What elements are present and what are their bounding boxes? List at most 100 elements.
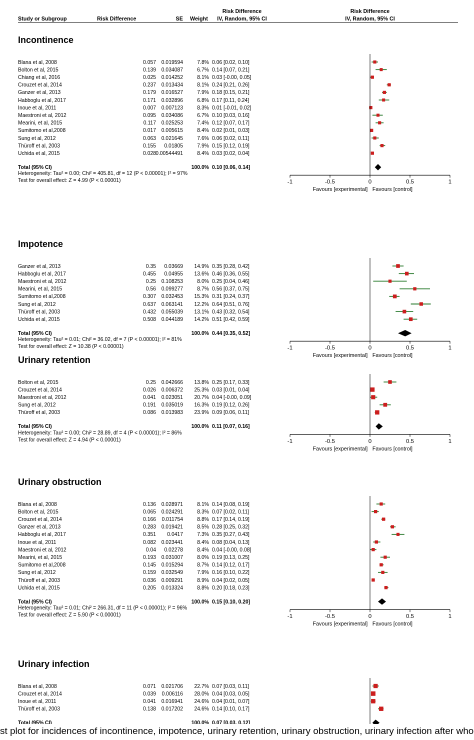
header-plot-top: Risk Difference <box>350 9 389 15</box>
group-3-study-se: 0.042666 <box>161 380 183 386</box>
group-2-point-marker <box>413 287 417 291</box>
group-1-study-weight: 8.1% <box>197 83 209 89</box>
group-4-study-rd: 0.065 <box>143 509 156 515</box>
group-4-study-se: 0.015294 <box>161 563 183 569</box>
group-4-study-se: 0.009291 <box>161 578 183 584</box>
group-1-study-ci: 0.18 [0.15, 0.21] <box>212 90 250 96</box>
group-5-study-weight: 24.6% <box>194 699 209 705</box>
group-1-total-weight: 100.0% <box>191 165 209 171</box>
group-1-heterogeneity: Heterogeneity: Tau² = 0.00; Chi² = 405.8… <box>18 171 188 177</box>
group-4-study-rd: 0.036 <box>143 578 156 584</box>
group-4-study-se: 0.028971 <box>161 502 183 508</box>
group-1-study-name: Chiang et al, 2016 <box>18 75 60 81</box>
group-4-study-name: Thüroff et al, 2003 <box>18 578 60 584</box>
group-1-study-weight: 7.9% <box>197 90 209 96</box>
group-1-study-ci: 0.03 [0.02, 0.04] <box>212 151 250 157</box>
group-2-study-ci: 0.56 [0.37, 0.75] <box>212 287 250 293</box>
group-4-total-diamond <box>378 598 386 605</box>
group-3-study-weight: 23.9% <box>194 410 209 416</box>
group-1-x-tick-label: 1 <box>448 180 451 186</box>
group-4-study-se: 0.023441 <box>161 540 183 546</box>
group-4-total-label: Total (95% CI) <box>18 599 52 605</box>
group-3-study-name: Bolton et al, 2015 <box>18 380 58 386</box>
group-2-point-marker <box>392 294 397 299</box>
group-5-study-name: Inoue et al, 2011 <box>18 699 56 705</box>
group-2-total-diamond <box>398 330 412 337</box>
group-1-study-se: 0.034087 <box>161 67 183 73</box>
group-1-x-tick-label: 0 <box>368 180 371 186</box>
group-1-study-name: Uchida et al, 2015 <box>18 151 60 157</box>
group-2-study-name: Uchida et al, 2015 <box>18 317 60 323</box>
group-1-study-name: Mearini, et al, 2015 <box>18 121 62 127</box>
group-4-study-rd: 0.166 <box>143 517 156 523</box>
group-2-point-marker <box>404 271 409 276</box>
group-1-x-tick-label: -0.5 <box>325 180 335 186</box>
group-2-study-ci: 0.43 [0.32, 0.54] <box>212 309 250 315</box>
group-2-study-weight: 13.6% <box>194 271 209 277</box>
group-4-point-marker <box>371 578 375 582</box>
group-2-point-marker <box>396 264 400 268</box>
group-4-point-marker <box>396 532 400 536</box>
group-4-point-marker <box>379 563 383 567</box>
group-4-favours-right: Favours [control] <box>372 622 413 628</box>
group-1-point-marker <box>382 98 386 102</box>
group-5-study-name: Blana et al, 2008 <box>18 684 57 690</box>
header-study: Study or Subgroup <box>18 17 68 23</box>
group-2-study-se: 0.044189 <box>161 317 183 323</box>
group-3-study-rd: 0.191 <box>143 403 156 409</box>
group-1-study-ci: 0.10 [0.03, 0.16] <box>212 113 250 119</box>
group-2-point-marker <box>408 317 413 322</box>
group-4-study-ci: 0.14 [0.12, 0.17] <box>212 563 250 569</box>
group-4-x-tick-label: -0.5 <box>325 614 335 620</box>
group-4-point-marker <box>384 585 388 590</box>
group-1-study-ci: 0.15 [0.12, 0.19] <box>212 143 250 149</box>
group-2-study-ci: 0.35 [0.28, 0.42] <box>212 264 250 270</box>
group-3-study-name: Maestroni et al, 2012 <box>18 395 67 401</box>
group-3-study-rd: 0.25 <box>146 380 156 386</box>
group-2-study-name: Sung et al, 2012 <box>18 302 56 308</box>
group-1-study-weight: 8.1% <box>197 75 209 81</box>
group-3-study-ci: 0.04 [-0.00, 0.09] <box>212 395 252 401</box>
group-2-study-ci: 0.46 [0.36, 0.55] <box>212 271 250 277</box>
group-4-study-ci: 0.04 [-0.00, 0.08] <box>212 547 252 553</box>
group-1-point-marker <box>382 90 386 94</box>
group-3-total-ci: 0.11 [0.07, 0.16] <box>212 424 250 430</box>
group-1-study-se: 0.019594 <box>161 60 183 66</box>
group-2-overall-effect: Test for overall effect: Z = 10.38 (P < … <box>18 344 124 350</box>
group-1-study-ci: 0.02 [0.01, 0.03] <box>212 128 250 134</box>
group-3-x-tick-label: 0 <box>368 439 371 445</box>
group-3-point-marker <box>375 410 380 415</box>
group-4-study-weight: 8.5% <box>197 525 209 531</box>
group-4-study-se: 0.032549 <box>161 570 183 576</box>
header-weight: Weight <box>190 17 208 23</box>
group-5-point-marker <box>379 706 384 711</box>
group-4-study-se: 0.0417 <box>167 532 183 538</box>
group-1-study-ci: 0.12 [0.07, 0.17] <box>212 121 250 127</box>
group-4-study-rd: 0.04 <box>146 547 156 553</box>
group-4-study-se: 0.031007 <box>161 555 183 561</box>
group-3-point-marker <box>370 387 375 392</box>
group-2-study-se: 0.063141 <box>161 302 183 308</box>
group-5-title: Urinary infection <box>18 659 90 669</box>
group-4-study-name: Blana et al, 2008 <box>18 502 57 508</box>
group-2-total-weight: 100.0% <box>191 331 209 337</box>
group-1-study-name: Thüroff et al, 2003 <box>18 143 60 149</box>
group-4-study-name: Uchida et al, 2015 <box>18 585 60 591</box>
group-2-favours-right: Favours [control] <box>372 353 413 359</box>
group-1-point-marker <box>373 136 377 140</box>
group-1-study-weight: 8.4% <box>197 151 209 157</box>
group-1-study-rd: 0.007 <box>143 105 156 111</box>
group-4-study-ci: 0.14 [0.08, 0.19] <box>212 502 250 508</box>
group-1-study-se: 0.021645 <box>161 136 183 142</box>
group-4-study-se: 0.024291 <box>161 509 183 515</box>
group-3-study-weight: 25.3% <box>194 387 209 393</box>
group-5-study-se: 0.016941 <box>161 699 183 705</box>
group-1-title: Incontinence <box>18 35 74 45</box>
group-1-study-rd: 0.025 <box>143 75 156 81</box>
group-3-study-weight: 20.7% <box>194 395 209 401</box>
group-4-study-name: Sumitomo et al,2008 <box>18 563 66 569</box>
group-1-favours-left: Favours [experimental] <box>313 187 368 193</box>
group-1-study-rd: 0.179 <box>143 90 156 96</box>
group-1-study-se: 0.025253 <box>161 121 183 127</box>
group-2-heterogeneity: Heterogeneity: Tau² = 0.01; Chi² = 36.02… <box>18 337 182 343</box>
